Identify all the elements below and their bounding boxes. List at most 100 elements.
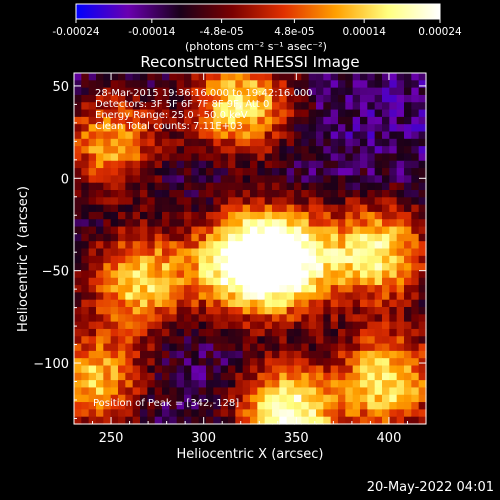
heatmap-cell bbox=[81, 197, 90, 206]
heatmap-cell bbox=[228, 168, 236, 176]
heatmap-cell bbox=[74, 350, 82, 359]
heatmap-cell bbox=[88, 299, 97, 308]
heatmap-cell bbox=[404, 299, 412, 308]
heatmap-cell bbox=[162, 211, 170, 220]
heatmap-cell bbox=[389, 160, 398, 169]
heatmap-cell bbox=[118, 270, 126, 279]
heatmap-cell bbox=[154, 358, 163, 367]
heatmap-cell bbox=[389, 153, 398, 162]
heatmap-cell bbox=[184, 248, 192, 257]
heatmap-cell bbox=[176, 204, 185, 213]
heatmap-cell bbox=[338, 182, 346, 191]
heatmap-cell bbox=[396, 241, 405, 250]
heatmap-cell bbox=[389, 197, 398, 206]
heatmap-cell bbox=[352, 175, 361, 184]
heatmap-cell bbox=[286, 138, 295, 147]
heatmap-cell bbox=[191, 87, 200, 96]
heatmap-cell bbox=[147, 416, 156, 425]
heatmap-cell bbox=[272, 321, 280, 330]
heatmap-cell bbox=[382, 124, 390, 133]
heatmap-cell bbox=[382, 292, 390, 301]
heatmap-cell bbox=[140, 233, 148, 242]
heatmap-cell bbox=[360, 343, 368, 352]
heatmap-cell bbox=[294, 197, 302, 206]
heatmap-cell bbox=[206, 336, 214, 345]
heatmap-cell bbox=[257, 365, 266, 374]
heatmap-cell bbox=[235, 263, 244, 272]
heatmap-cell bbox=[323, 211, 332, 220]
heatmap-cell bbox=[140, 168, 148, 176]
heatmap-cell bbox=[88, 241, 97, 250]
heatmap-cell bbox=[169, 299, 178, 308]
heatmap-cell bbox=[74, 277, 82, 286]
heatmap-cell bbox=[206, 219, 214, 228]
heatmap-cell bbox=[206, 248, 214, 257]
heatmap-cell bbox=[272, 109, 280, 118]
heatmap-cell bbox=[184, 87, 192, 96]
heatmap-cell bbox=[198, 116, 207, 125]
heatmap-cell bbox=[345, 394, 354, 403]
heatmap-cell bbox=[110, 146, 119, 155]
heatmap-cell bbox=[110, 153, 119, 162]
heatmap-cell bbox=[235, 226, 244, 235]
heatmap-cell bbox=[220, 336, 229, 345]
heatmap-cell bbox=[235, 277, 244, 286]
heatmap-cell bbox=[338, 116, 346, 125]
heatmap-cell bbox=[103, 336, 112, 345]
heatmap-cell bbox=[374, 416, 383, 425]
heatmap-cell bbox=[242, 197, 251, 206]
heatmap-cell bbox=[374, 387, 383, 396]
heatmap-cell bbox=[88, 109, 97, 118]
heatmap-cell bbox=[301, 197, 310, 206]
heatmap-cell bbox=[228, 328, 236, 337]
heatmap-cell bbox=[118, 416, 126, 425]
heatmap-cell bbox=[308, 138, 317, 147]
heatmap-cell bbox=[360, 402, 368, 410]
heatmap-cell bbox=[235, 248, 244, 257]
heatmap-cell bbox=[286, 372, 295, 381]
heatmap-cell bbox=[286, 190, 295, 198]
heatmap-cell bbox=[110, 160, 119, 169]
heatmap-cell bbox=[176, 87, 185, 96]
heatmap-cell bbox=[176, 277, 185, 286]
heatmap-cell bbox=[147, 350, 156, 359]
heatmap-cell bbox=[382, 182, 390, 191]
heatmap-cell bbox=[169, 409, 178, 418]
heatmap-cell bbox=[250, 394, 258, 403]
heatmap-cell bbox=[74, 336, 82, 345]
heatmap-cell bbox=[323, 328, 332, 337]
heatmap-cell bbox=[338, 160, 346, 169]
observation-info: 28-Mar-2015 19:36:16.000 to 19:42:16.000… bbox=[95, 88, 313, 132]
heatmap-cell bbox=[206, 124, 214, 133]
heatmap-cell bbox=[220, 307, 229, 315]
heatmap-cell bbox=[198, 73, 207, 81]
heatmap-cell bbox=[154, 131, 163, 140]
heatmap-cell bbox=[272, 197, 280, 206]
heatmap-cell bbox=[374, 175, 383, 184]
heatmap-cell bbox=[374, 336, 383, 345]
heatmap-cell bbox=[264, 131, 273, 140]
heatmap-cell bbox=[169, 255, 178, 264]
heatmap-cell bbox=[169, 270, 178, 279]
heatmap-cell bbox=[367, 416, 376, 425]
heatmap-cell bbox=[162, 372, 170, 381]
heatmap-cell bbox=[242, 372, 251, 381]
heatmap-cell bbox=[228, 73, 236, 81]
heatmap-cell bbox=[220, 109, 229, 118]
heatmap-cell bbox=[147, 321, 156, 330]
heatmap-cell bbox=[81, 131, 90, 140]
heatmap-cell bbox=[382, 343, 390, 352]
heatmap-cell bbox=[118, 299, 126, 308]
heatmap-cell bbox=[301, 80, 310, 89]
heatmap-cell bbox=[272, 87, 280, 96]
heatmap-cell bbox=[360, 263, 368, 272]
heatmap-cell bbox=[213, 270, 222, 279]
heatmap-cell bbox=[367, 124, 376, 133]
heatmap-cell bbox=[323, 416, 332, 425]
heatmap-cell bbox=[103, 168, 112, 176]
heatmap-cell bbox=[301, 336, 310, 345]
heatmap-cell bbox=[162, 409, 170, 418]
heatmap-cell bbox=[279, 102, 288, 111]
heatmap-cell bbox=[96, 314, 104, 323]
heatmap-cell bbox=[404, 394, 412, 403]
